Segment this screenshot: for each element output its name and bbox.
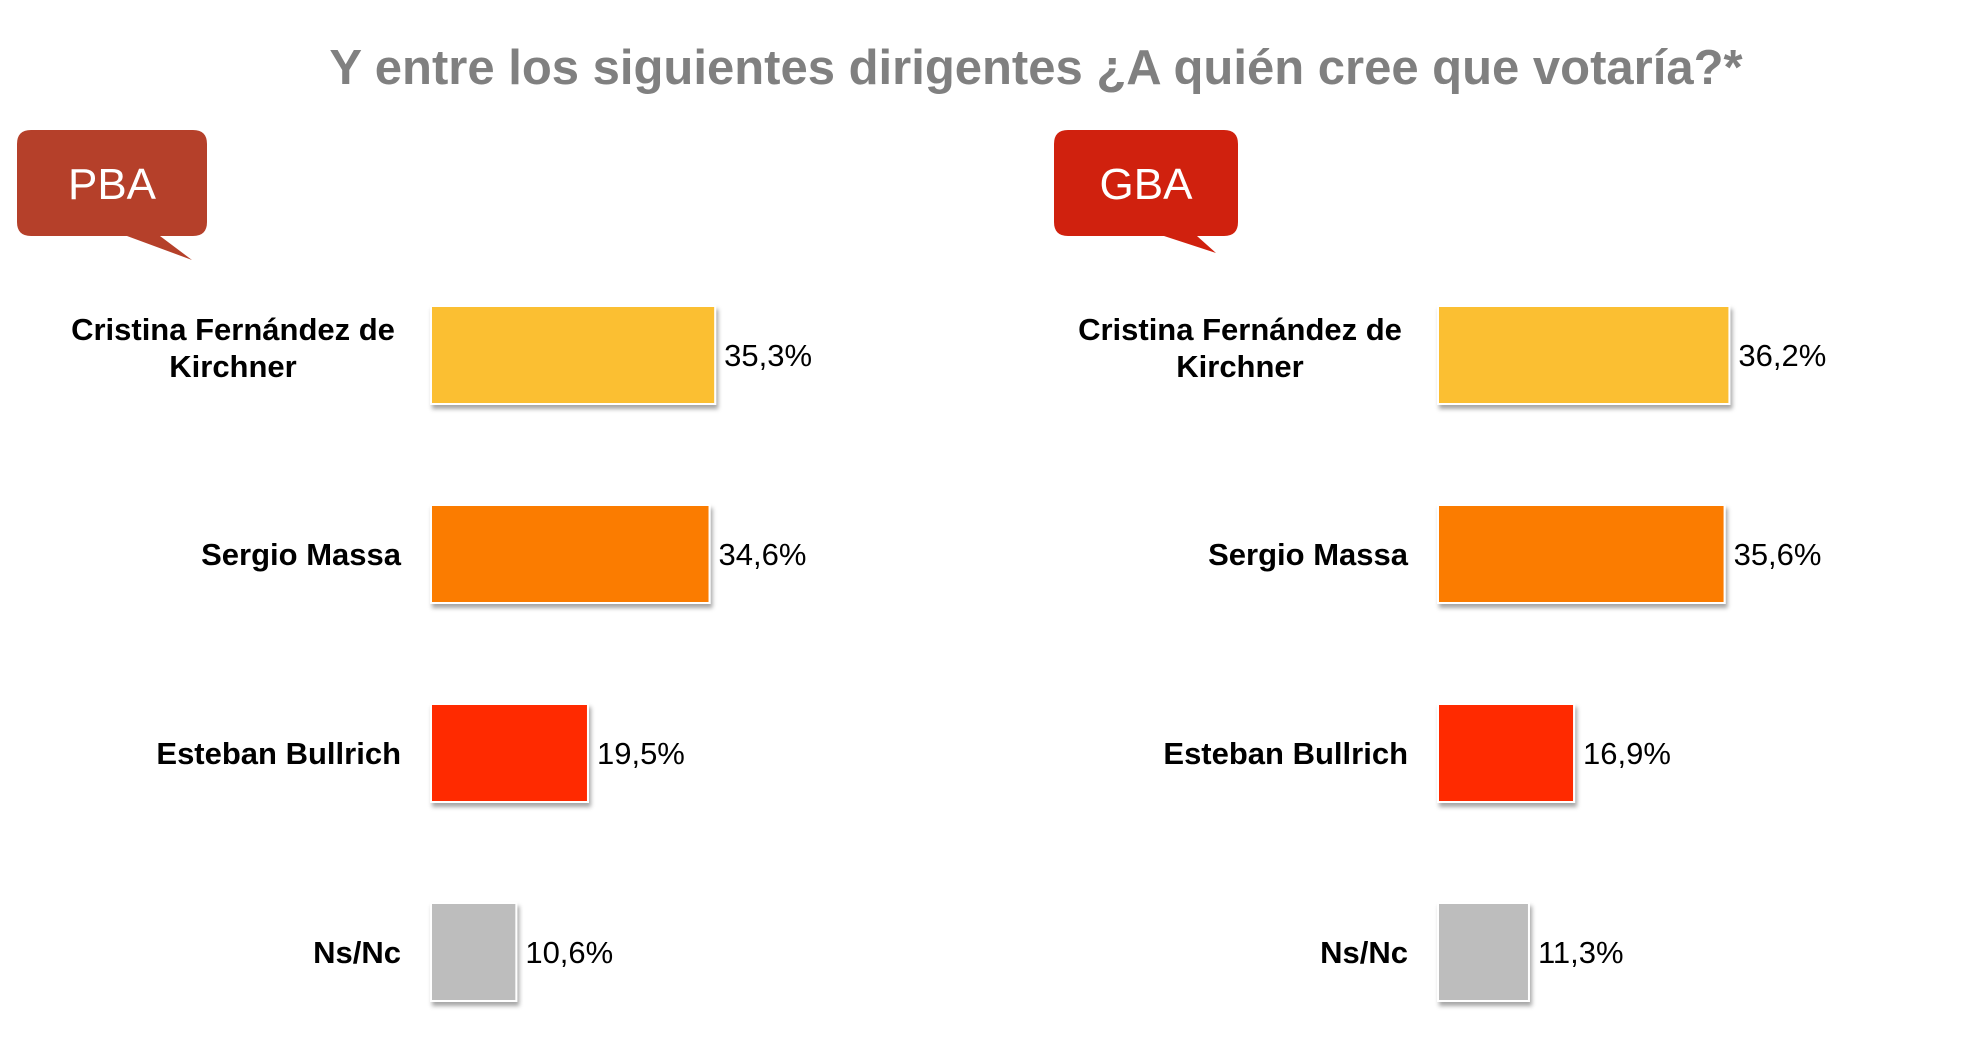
page-title: Y entre los siguientes dirigentes ¿A qui… bbox=[329, 41, 1743, 95]
pba-value-label-4: 10,6% bbox=[525, 935, 613, 970]
pba-bar-3 bbox=[430, 703, 589, 803]
gba-bar-3 bbox=[1437, 703, 1576, 803]
badge-label-gba: GBA bbox=[1099, 160, 1193, 209]
gba-value-label-3: 16,9% bbox=[1583, 736, 1671, 771]
pba-bar-4 bbox=[430, 902, 518, 1002]
pba-bar-chart: 35,3% Cristina Fernández de Kirchner 34,6% S… bbox=[71, 305, 812, 1002]
pba-category-label-4: Ns/Nc bbox=[313, 935, 401, 970]
gba-value-label-4: 11,3% bbox=[1538, 935, 1624, 970]
pba-bar-2 bbox=[430, 504, 711, 604]
gba-category-label-4: Ns/Nc bbox=[1320, 935, 1408, 970]
pba-bar-1 bbox=[430, 305, 717, 405]
speech-bubble-icon bbox=[1054, 130, 1238, 253]
pba-value-label-2: 34,6% bbox=[719, 537, 807, 572]
gba-bar-1 bbox=[1437, 305, 1731, 405]
pba-category-label-1: Cristina Fernández de Kirchner bbox=[71, 312, 395, 384]
gba-category-label-2: Sergio Massa bbox=[1208, 537, 1409, 572]
gba-bar-2 bbox=[1437, 504, 1726, 604]
gba-value-label-2: 35,6% bbox=[1734, 537, 1822, 572]
gba-badge: GBA bbox=[1054, 130, 1244, 253]
speech-bubble-icon bbox=[17, 130, 207, 260]
pba-value-label-3: 19,5% bbox=[597, 736, 685, 771]
gba-category-label-1: Cristina Fernández de Kirchner bbox=[1078, 312, 1402, 384]
badge-label-pba: PBA bbox=[67, 160, 157, 209]
gba-bar-4 bbox=[1437, 902, 1530, 1002]
gba-value-label-1: 36,2% bbox=[1738, 338, 1826, 373]
gba-category-label-3: Esteban Bullrich bbox=[1163, 736, 1408, 771]
pba-badge: PBA bbox=[17, 130, 207, 260]
pba-value-label-1: 35,3% bbox=[724, 338, 812, 373]
pba-category-label-2: Sergio Massa bbox=[201, 537, 402, 572]
pba-category-label-3: Esteban Bullrich bbox=[156, 736, 401, 771]
